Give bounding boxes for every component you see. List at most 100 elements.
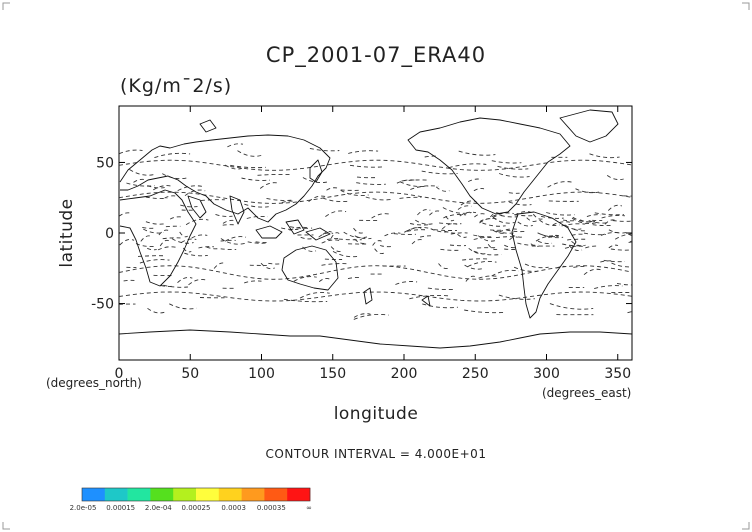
contour-segment — [586, 214, 601, 218]
contour-segment — [573, 266, 587, 268]
contour-segment — [427, 287, 456, 290]
contour-segment — [332, 251, 360, 258]
contour-segment — [371, 213, 391, 219]
colorbar — [81, 487, 311, 502]
contour-segment — [473, 236, 494, 240]
contour-segment — [159, 239, 170, 247]
contour-segment — [530, 243, 540, 247]
contour-segment — [327, 238, 341, 240]
colorbar-label: ∞ — [306, 504, 312, 512]
contour-segment — [514, 214, 534, 217]
contour-segment — [537, 232, 559, 238]
contour-segment — [244, 280, 262, 284]
colorbar-swatch — [150, 488, 174, 501]
contour-segment — [540, 215, 564, 219]
contour-segment — [330, 232, 340, 239]
contour-segment — [458, 150, 496, 156]
contour-segment — [177, 185, 203, 191]
colorbar-swatch — [264, 488, 288, 501]
contour-segment — [562, 243, 584, 247]
contour-segment — [353, 313, 389, 320]
x-unit-note: (degrees_north) — [46, 376, 142, 390]
contour-segment — [539, 219, 560, 227]
colorbar-label: 0.0003 — [221, 504, 246, 512]
contour-segment — [281, 200, 294, 204]
contour-segment — [589, 153, 620, 159]
contour-segment — [492, 230, 507, 234]
contour-segment — [322, 197, 349, 203]
contour-segment — [220, 239, 236, 242]
colorbar-label: 0.00035 — [257, 504, 286, 512]
contour-segment — [255, 241, 267, 243]
contour-segment — [198, 246, 215, 249]
contour-segment — [354, 238, 367, 244]
contour-segment — [300, 236, 312, 240]
contour-segment — [126, 182, 155, 187]
colorbar-swatch — [196, 488, 220, 501]
contour-segment — [137, 255, 166, 257]
contour-segment — [562, 219, 575, 222]
contour-segment — [260, 262, 275, 270]
contour-segment — [153, 185, 173, 191]
contour-segment — [565, 224, 582, 230]
contour-segment — [443, 213, 467, 219]
contour-segment — [608, 229, 627, 234]
contour-segment — [579, 219, 594, 223]
contour-segment — [224, 236, 247, 242]
contour-segment — [200, 199, 225, 202]
contour-segment — [354, 235, 372, 240]
contour-segment — [504, 244, 518, 249]
contour-segment — [356, 176, 377, 179]
contour-segment — [343, 231, 368, 239]
y-tick-label: 50 — [96, 155, 114, 171]
contour-segment — [147, 185, 165, 189]
contour-segment — [318, 277, 330, 283]
contour-segment — [340, 189, 369, 197]
contour-segment — [564, 245, 586, 249]
contour-segment — [430, 228, 451, 233]
colorbar-label: 2.0e-04 — [145, 504, 172, 512]
map-plot: 0 50 100 150 200 250 300 350 -50 0 50 — [91, 105, 633, 382]
contour-segment — [465, 275, 477, 282]
contour-segment — [435, 186, 450, 192]
contour-segment — [157, 246, 176, 251]
contour-segment — [244, 203, 269, 208]
contour-segment — [442, 207, 472, 214]
contour-segment — [353, 313, 371, 318]
contour-segment — [500, 215, 518, 218]
contour-segment — [491, 269, 519, 277]
contour-segment — [571, 217, 597, 225]
contour-segment — [184, 252, 208, 257]
contour-segment — [568, 245, 583, 252]
contour-segment — [424, 155, 439, 158]
contour-segment — [508, 192, 520, 194]
contour-segment — [396, 179, 416, 184]
contour-segment — [467, 261, 497, 268]
contour-segment — [600, 232, 621, 236]
contour-segment — [349, 164, 384, 168]
contour-segment — [411, 239, 424, 245]
contour-segment — [546, 212, 575, 216]
contour-segment — [491, 212, 514, 218]
contour-segment — [356, 182, 386, 185]
contour-segment — [180, 204, 198, 208]
contour-segment — [517, 242, 539, 246]
contour-segment — [164, 195, 177, 199]
contour-segment — [457, 205, 472, 210]
contour-segment — [611, 262, 632, 268]
colorbar-swatch — [82, 488, 106, 501]
contour-segment — [478, 275, 498, 279]
contour-segment — [517, 221, 533, 227]
contour-segment — [449, 244, 467, 247]
contour-segment — [227, 143, 244, 148]
contour-segment — [506, 229, 526, 233]
contour-segment — [309, 147, 340, 152]
contour-segment — [222, 219, 236, 224]
contour-segment — [163, 284, 188, 288]
contour-segment — [241, 177, 271, 181]
colorbar-label: 2.0e-05 — [70, 504, 97, 512]
contour-segment — [478, 235, 497, 242]
contour-segment — [467, 178, 482, 182]
contour-segment — [508, 201, 532, 206]
contour-segment — [393, 233, 416, 235]
